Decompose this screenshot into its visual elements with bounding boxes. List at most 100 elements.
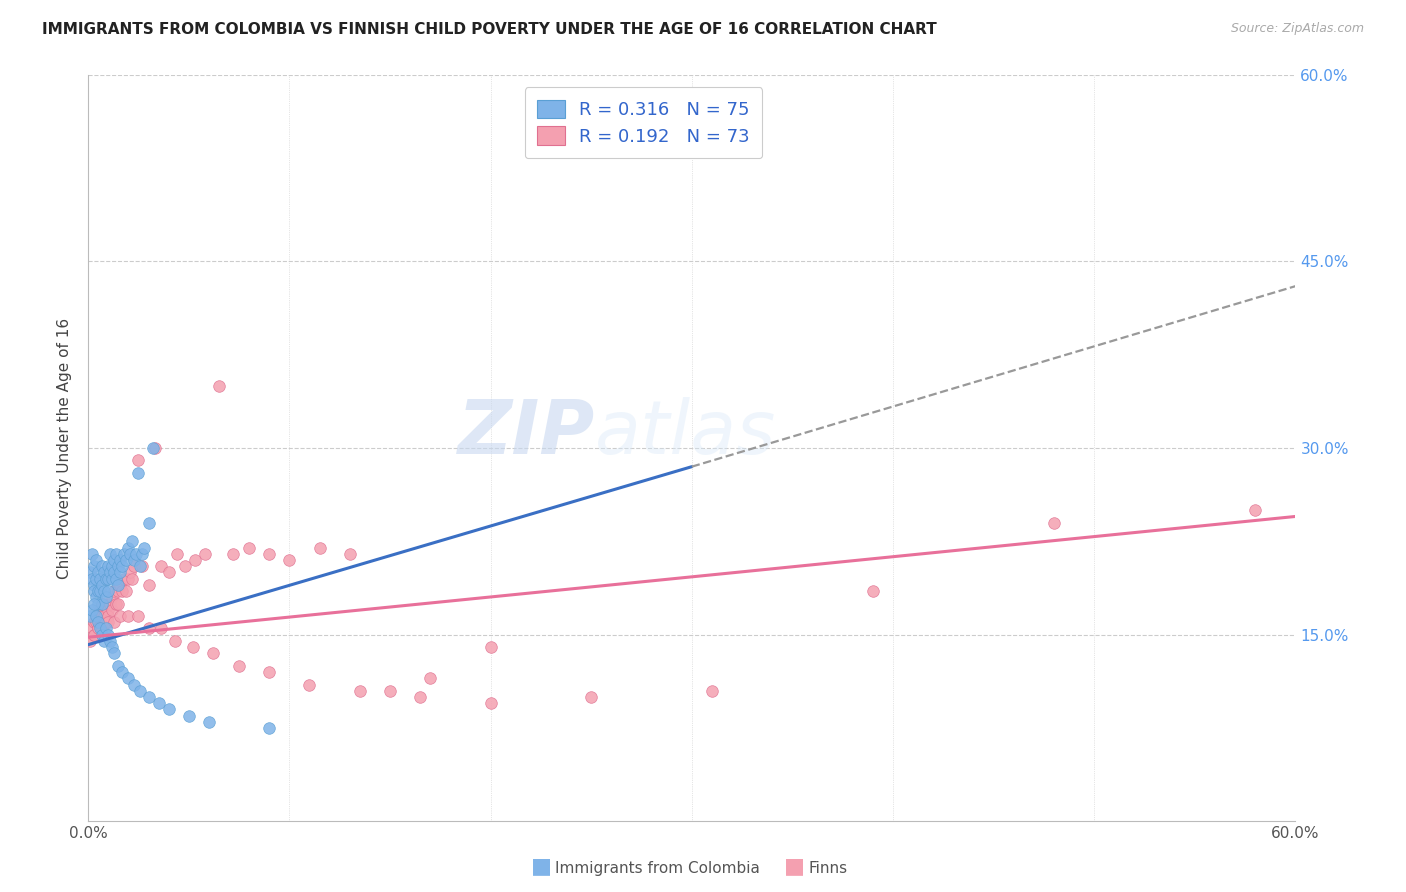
Legend: R = 0.316   N = 75, R = 0.192   N = 73: R = 0.316 N = 75, R = 0.192 N = 73 [524, 87, 762, 159]
Point [409, 690, 432, 704]
Point [97, 559, 120, 574]
Point [89, 622, 111, 636]
Point [419, 671, 441, 685]
Point [163, 634, 186, 648]
Text: Immigrants from Colombia: Immigrants from Colombia [555, 861, 761, 876]
Point [101, 640, 124, 655]
Point [91, 628, 114, 642]
Point [127, 466, 149, 480]
Point [184, 553, 207, 567]
Point [83, 584, 105, 599]
Point [87, 566, 110, 580]
Point [105, 572, 128, 586]
Point [194, 547, 217, 561]
Point [115, 584, 138, 599]
Point [79, 609, 101, 624]
Point [138, 622, 160, 636]
Point [83, 615, 105, 630]
Point [579, 690, 602, 704]
Point [157, 566, 180, 580]
Point [121, 572, 143, 586]
Point [87, 615, 110, 630]
Point [89, 572, 111, 586]
Point [107, 578, 129, 592]
Point [91, 609, 114, 624]
Point [349, 683, 371, 698]
Point [84, 609, 107, 624]
Point [298, 677, 321, 691]
Point [110, 578, 132, 592]
Point [89, 603, 111, 617]
Point [84, 572, 107, 586]
Point [97, 628, 120, 642]
Point [97, 609, 120, 624]
Point [129, 559, 152, 574]
Point [208, 378, 231, 392]
Point [82, 622, 104, 636]
Point [91, 597, 114, 611]
Point [134, 541, 156, 555]
Point [105, 547, 128, 561]
Point [228, 658, 250, 673]
Point [93, 609, 115, 624]
Point [121, 534, 143, 549]
Point [87, 609, 110, 624]
Point [120, 547, 142, 561]
Point [98, 547, 121, 561]
Point [141, 441, 163, 455]
Point [87, 622, 110, 636]
Point [103, 615, 125, 630]
Point [96, 622, 118, 636]
Point [103, 584, 125, 599]
Point [98, 634, 121, 648]
Point [339, 547, 361, 561]
Point [129, 683, 152, 698]
Point [91, 597, 114, 611]
Point [93, 584, 115, 599]
Point [82, 572, 104, 586]
Point [125, 547, 148, 561]
Point [97, 572, 120, 586]
Point [177, 708, 200, 723]
Point [82, 547, 104, 561]
Point [112, 572, 135, 586]
Point [131, 559, 153, 574]
Point [79, 634, 101, 648]
Point [308, 541, 330, 555]
Point [257, 665, 280, 679]
Point [89, 584, 111, 599]
Point [101, 559, 124, 574]
Point [87, 584, 110, 599]
Text: Finns: Finns [808, 861, 848, 876]
Point [83, 628, 105, 642]
Point [93, 566, 115, 580]
Text: ■: ■ [531, 856, 551, 876]
Point [110, 609, 132, 624]
Point [111, 559, 134, 574]
Point [107, 658, 129, 673]
Point [96, 572, 118, 586]
Point [103, 553, 125, 567]
Point [110, 553, 132, 567]
Point [103, 566, 125, 580]
Point [700, 683, 723, 698]
Point [101, 591, 124, 605]
Point [98, 597, 121, 611]
Point [148, 696, 170, 710]
Point [173, 559, 195, 574]
Point [257, 547, 280, 561]
Point [101, 603, 124, 617]
Point [479, 640, 502, 655]
Point [278, 553, 301, 567]
Point [83, 597, 105, 611]
Text: Source: ZipAtlas.com: Source: ZipAtlas.com [1230, 22, 1364, 36]
Point [103, 647, 125, 661]
Point [93, 597, 115, 611]
Point [201, 647, 224, 661]
Point [97, 584, 120, 599]
Point [107, 559, 129, 574]
Text: atlas: atlas [595, 397, 776, 469]
Point [117, 671, 139, 685]
Point [166, 547, 188, 561]
Point [138, 690, 160, 704]
